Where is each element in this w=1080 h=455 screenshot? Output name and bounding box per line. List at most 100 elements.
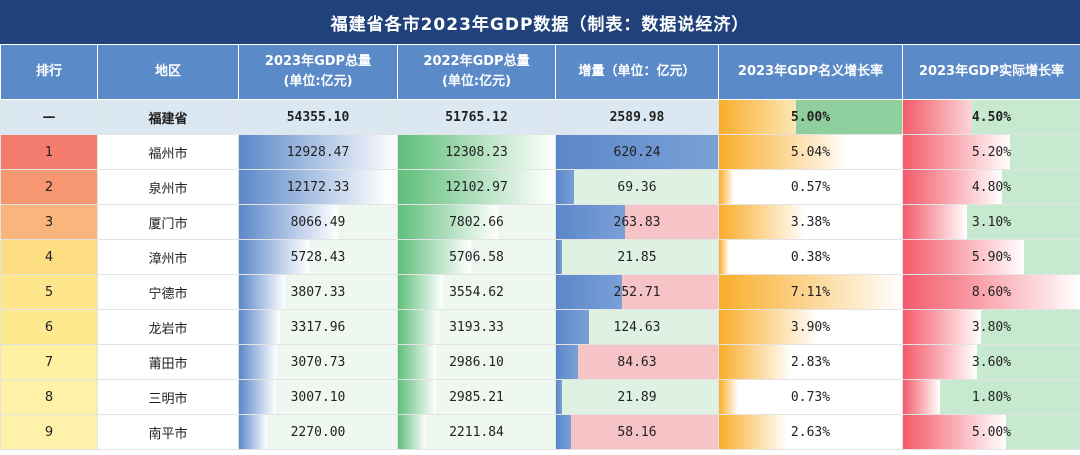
gdp2022-cell-bar [398,310,439,344]
rank-cell-value: — [42,109,56,125]
increase-cell-bar [556,275,622,309]
increase-cell-value: 84.63 [617,354,657,370]
gdp2023-cell: 12928.47 [238,134,398,170]
gdp2023-cell: 8066.49 [238,204,398,240]
nominal-cell-value: 0.73% [790,389,831,405]
rank-cell-value: 1 [44,144,54,160]
region-cell-value: 龙岩市 [148,321,188,337]
gdp2023-cell-bar [239,275,286,309]
gdp2023-cell-bar [239,205,338,239]
gdp2023-cell: 54355.10 [238,99,398,135]
region-cell-value: 漳州市 [148,251,188,267]
real-cell-value: 5.90% [971,249,1012,265]
increase-cell: 69.36 [555,169,719,205]
real-cell-bar [903,135,1011,169]
gdp2022-cell-value: 2986.10 [449,354,504,370]
gdp2023-cell-bar [239,240,309,274]
increase-cell-bar [556,135,718,169]
rank-cell: 9 [0,414,98,450]
nominal-cell-value: 2.83% [790,354,831,370]
rank-cell: 2 [0,169,98,205]
gdp2022-cell: 2986.10 [397,344,556,380]
increase-cell-bar [556,170,575,204]
gdp2022-cell-value: 2211.84 [449,424,504,440]
region-cell-value: 福建省 [148,111,188,127]
real-cell-bar [903,310,982,344]
gdp2023-cell-value: 12928.47 [286,144,350,160]
header-region: 地区 [97,44,239,100]
gdp2022-cell-value: 2985.21 [449,389,504,405]
increase-cell-value: 263.83 [613,214,661,230]
gdp2022-cell-bar [398,135,555,169]
gdp2022-cell: 3193.33 [397,309,556,345]
table-row: 9 南平市 2270.00 2211.84 58.16 2.63% 5.00% [0,414,1080,450]
increase-cell: 252.71 [555,274,719,310]
region-cell: 三明市 [97,379,239,415]
increase-cell-value: 58.16 [617,424,657,440]
real-cell: 5.00% [902,414,1080,450]
gdp2023-cell: 3807.33 [238,274,398,310]
rank-cell: — [0,99,98,135]
table-title: 福建省各市2023年GDP数据（制表：数据说经济） [0,0,1080,44]
region-cell: 福建省 [97,99,239,135]
gdp2022-cell-bar [398,240,471,274]
gdp2023-cell-value: 3317.96 [290,319,346,335]
gdp2023-cell: 3317.96 [238,309,398,345]
increase-cell-value: 21.89 [617,389,657,405]
region-cell: 漳州市 [97,239,239,275]
gdp2023-cell-bar [239,135,397,169]
nominal-cell-bar [719,100,797,134]
rank-cell-value: 6 [44,319,54,335]
increase-cell-bar [556,345,579,379]
increase-cell-value: 69.36 [617,179,657,195]
gdp2022-cell: 51765.12 [397,99,556,135]
header-real-growth: 2023年GDP实际增长率 [902,44,1080,100]
gdp2023-cell-bar [239,310,280,344]
gdp2023-cell-value: 2270.00 [290,424,346,440]
gdp2023-cell: 12172.33 [238,169,398,205]
region-cell-value: 南平市 [148,426,188,442]
region-cell-value: 厦门市 [148,216,188,232]
rank-cell-value: 5 [44,284,54,300]
gdp2022-cell: 7802.66 [397,204,556,240]
rank-cell-value: 7 [44,354,54,370]
table-row: 3 厦门市 8066.49 7802.66 263.83 3.38% 3.10% [0,204,1080,240]
nominal-cell-value: 2.63% [790,424,831,440]
increase-cell-bar [556,310,589,344]
nominal-cell-value: 3.38% [790,214,831,230]
real-cell-bar [903,170,1002,204]
increase-cell: 58.16 [555,414,719,450]
real-cell-value: 1.80% [971,389,1012,405]
region-cell: 福州市 [97,134,239,170]
header-gdp2023: 2023年GDP总量 (单位:亿元) [238,44,398,100]
gdp2023-cell: 3007.10 [238,379,398,415]
real-cell: 8.60% [902,274,1080,310]
real-cell: 5.20% [902,134,1080,170]
gdp2023-cell-bar [239,345,277,379]
gdp2023-cell-value: 5728.43 [290,249,346,265]
nominal-cell-bar [719,345,792,379]
real-cell-bar [903,380,940,414]
gdp2022-cell: 2985.21 [397,379,556,415]
rank-cell: 3 [0,204,98,240]
nominal-cell-bar [719,205,806,239]
rank-cell: 7 [0,344,98,380]
rank-cell: 5 [0,274,98,310]
real-cell: 3.60% [902,344,1080,380]
nominal-cell: 2.63% [718,414,903,450]
real-cell: 5.90% [902,239,1080,275]
rank-cell: 4 [0,239,98,275]
table-row: 6 龙岩市 3317.96 3193.33 124.63 3.90% 3.80% [0,309,1080,345]
gdp2022-cell-bar [398,415,427,449]
region-cell: 龙岩市 [97,309,239,345]
rank-cell-value: 8 [44,389,54,405]
gdp2023-cell-value: 3007.10 [290,389,346,405]
rank-cell-value: 9 [44,424,54,440]
rank-cell-value: 3 [44,214,54,230]
gdp2023-cell-value: 3070.73 [290,354,346,370]
real-cell-value: 3.80% [971,319,1012,335]
nominal-cell-bar [719,380,738,414]
header-rank: 排行 [0,44,98,100]
gdp2023-cell: 3070.73 [238,344,398,380]
region-cell: 莆田市 [97,344,239,380]
